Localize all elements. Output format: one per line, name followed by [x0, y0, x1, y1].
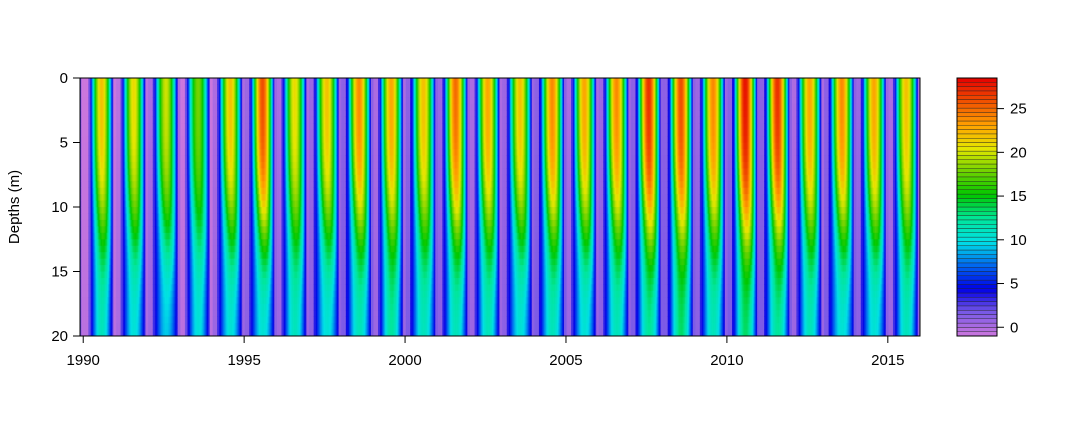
heatmap-cells [80, 78, 921, 336]
